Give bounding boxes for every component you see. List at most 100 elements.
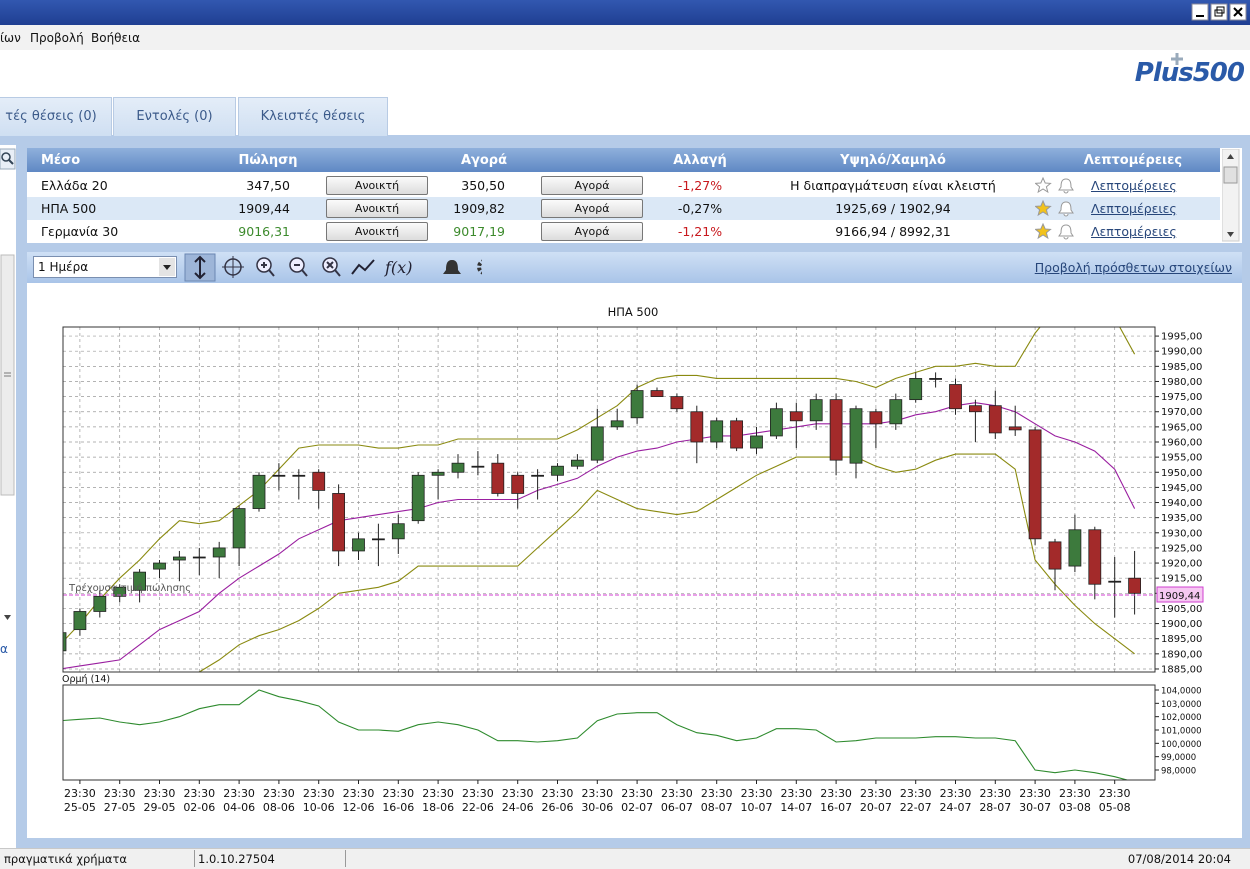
candle-body: [471, 465, 485, 468]
candle-body: [1028, 429, 1042, 540]
candle-body: [610, 420, 624, 428]
candle-body: [73, 611, 87, 631]
menu-item[interactable]: Προβολή: [30, 31, 84, 45]
y-tick-label: 1930,00: [1161, 528, 1202, 539]
cell: Γερμανία 30: [41, 224, 119, 239]
title-bar: [0, 0, 1250, 25]
chart-title: ΗΠΑ 500: [608, 305, 659, 319]
x-tick-label: 23:30 29-05: [143, 787, 176, 814]
y-tick-label: 1975,00: [1161, 392, 1202, 403]
x-tick-label: 23:30 25-05: [63, 787, 96, 814]
candle-body: [232, 508, 246, 549]
tab[interactable]: Εντολές (0): [113, 97, 236, 136]
candle-body: [1108, 580, 1122, 583]
y-tick-label: 100,0000: [1161, 740, 1202, 750]
trade-button[interactable]: Ανοικτή: [326, 199, 428, 218]
y-tick-label: 1915,00: [1161, 574, 1202, 585]
cell: -1,21%: [677, 224, 723, 239]
details-link[interactable]: Λεπτομέρειες: [1091, 178, 1177, 193]
candle-body: [511, 474, 525, 494]
candle-body: [1128, 577, 1141, 594]
svg-text:f(x): f(x): [384, 258, 412, 277]
column-header: Πώληση: [238, 153, 298, 168]
plot-frame: [62, 684, 1156, 781]
status-version: 1.0.10.27504: [198, 852, 275, 866]
candle-body: [849, 408, 863, 464]
tool-icons[interactable]: f(x): [182, 252, 482, 283]
candle-body: [750, 435, 763, 449]
status-separator: [345, 850, 346, 867]
cell: 1925,69 / 1902,94: [835, 201, 951, 216]
x-tick-label: 23:30 20-07: [859, 787, 892, 814]
details-link[interactable]: Λεπτομέρειες: [1091, 201, 1177, 216]
trade-button[interactable]: Ανοικτή: [326, 222, 428, 241]
cell: -1,27%: [677, 178, 723, 193]
x-tick-label: 23:30 18-06: [422, 787, 455, 814]
candle-body: [929, 378, 942, 380]
y-tick-label: 1925,00: [1161, 543, 1202, 554]
candle-body: [630, 390, 644, 419]
cell: 350,50: [461, 178, 505, 193]
table-row: Γερμανία 30 9016,31 Ανοικτή 9017,19 Αγορά -1,…: [27, 220, 1220, 243]
cell: 1909,82: [453, 201, 505, 216]
column-header: Αλλαγή: [673, 153, 727, 168]
plot-frame: [62, 326, 1156, 673]
row-icons[interactable]: [1035, 176, 1075, 196]
candle-body: [949, 384, 962, 410]
menu-item[interactable]: Βοήθεια: [91, 31, 140, 45]
candle-body: [531, 474, 545, 477]
column-header: Μέσο: [41, 153, 81, 168]
details-link[interactable]: Λεπτομέρειες: [1091, 224, 1177, 239]
chart-area: 1885,001890,001895,001900,001905,001910,…: [27, 285, 1242, 838]
menu-item[interactable]: ίων: [0, 31, 21, 45]
x-tick-label: 23:30 24-07: [939, 787, 972, 814]
trade-button[interactable]: Αγορά: [541, 222, 643, 241]
candle-body: [1088, 529, 1102, 585]
cell: -0,27%: [677, 201, 723, 216]
trade-button[interactable]: Ανοικτή: [326, 176, 428, 195]
candle-body: [1008, 426, 1022, 431]
cell: ΗΠΑ 500: [41, 201, 97, 216]
candle-body: [809, 399, 823, 422]
window-controls[interactable]: [1190, 3, 1250, 23]
row-icons[interactable]: [1035, 199, 1075, 219]
candle-body: [332, 493, 346, 552]
candle-body: [969, 405, 982, 413]
x-tick-label: 23:30 02-07: [621, 787, 654, 814]
y-tick-label: 1995,00: [1161, 332, 1202, 343]
x-tick-label: 23:30 27-05: [103, 787, 136, 814]
side-controls: [0, 148, 16, 620]
column-header: Υψηλό/Χαμηλό: [840, 153, 946, 168]
cell: 9166,94 / 8992,31: [835, 224, 951, 239]
indicator-line: [199, 453, 1135, 672]
table-scrollbar[interactable]: [1222, 149, 1240, 242]
x-tick-label: 23:30 24-06: [501, 787, 534, 814]
trade-button[interactable]: Αγορά: [541, 199, 643, 218]
period-value: 1 Ημέρα: [38, 260, 89, 274]
current-price-caption: Τρέχουσα τιμή πώλησης: [68, 582, 191, 594]
y-tick-label: 1960,00: [1161, 438, 1202, 449]
candle-body: [829, 399, 843, 461]
cell: 9017,19: [453, 224, 505, 239]
y-tick-label: 1940,00: [1161, 498, 1202, 509]
candle-body: [869, 411, 883, 425]
candle-body: [670, 396, 684, 410]
candle-body: [571, 459, 584, 467]
x-tick-label: 23:30 14-07: [780, 787, 813, 814]
chart: 1885,001890,001895,001900,001905,001910,…: [62, 305, 1204, 784]
candle-body: [63, 632, 67, 652]
row-icons[interactable]: [1035, 222, 1075, 242]
indicator-line: [63, 689, 1130, 780]
candle-body: [292, 474, 306, 477]
trade-button[interactable]: Αγορά: [541, 176, 643, 195]
y-tick-label: 1970,00: [1161, 407, 1202, 418]
candle-body: [1068, 529, 1082, 567]
status-bar: πραγματικά χρήματα 1.0.10.27504 07/08/20…: [0, 848, 1250, 869]
tab[interactable]: τές θέσεις (0): [0, 97, 112, 136]
candle-body: [113, 586, 127, 597]
candle-body: [491, 462, 505, 494]
more-details-link[interactable]: Προβολή πρόσθετων στοιχείων: [1034, 260, 1232, 275]
tab[interactable]: Κλειστές θέσεις: [238, 97, 388, 136]
period-select[interactable]: 1 Ημέρα: [33, 256, 177, 278]
x-tick-label: 23:30 12-06: [342, 787, 375, 814]
